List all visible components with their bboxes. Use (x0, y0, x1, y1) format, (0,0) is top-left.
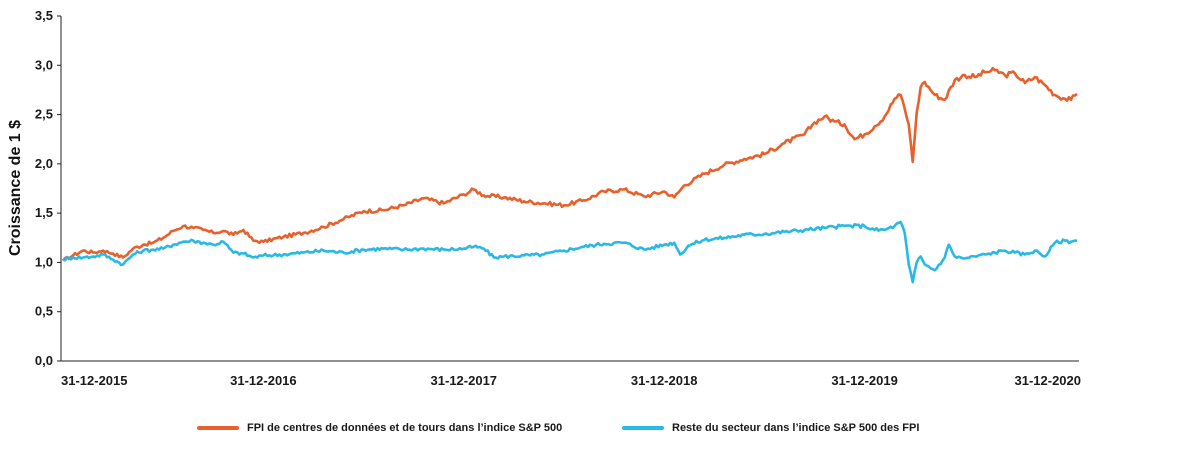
x-tick-label: 31-12-2020 (1015, 373, 1082, 388)
y-tick-label: 3,5 (35, 8, 53, 23)
y-tick-label: 0,0 (35, 353, 53, 368)
legend-swatch-blue (622, 426, 664, 430)
legend-item-data-center-tower-reits: FPI de centres de données et de tours da… (197, 416, 562, 440)
x-tick-label: 31-12-2017 (431, 373, 498, 388)
x-tick-label: 31-12-2015 (61, 373, 128, 388)
y-axis: 0,0 0,5 1,0 1,5 2,0 2,5 3,0 3,5 (35, 8, 61, 368)
y-tick-label: 1,5 (35, 205, 53, 220)
legend-label-rest-of-reit-sector: Reste du secteur dans l’indice S&P 500 d… (672, 422, 920, 434)
y-tick-label: 1,0 (35, 254, 53, 269)
x-tick-label: 31-12-2019 (831, 373, 898, 388)
legend-label-data-center-tower-reits: FPI de centres de données et de tours da… (247, 422, 563, 434)
y-tick-label: 3,0 (35, 57, 53, 72)
series-line-rest-of-reit-sector (62, 220, 1077, 284)
legend-swatch-orange (197, 426, 239, 430)
series-lines (62, 66, 1078, 284)
x-axis: 31-12-2015 31-12-2016 31-12-2017 31-12-2018… (61, 373, 1081, 388)
y-tick-label: 2,0 (35, 156, 53, 171)
x-tick-label: 31-12-2016 (230, 373, 297, 388)
series-line-data-center-tower-reits (62, 66, 1078, 262)
y-tick-label: 0,5 (35, 304, 53, 319)
y-axis-title: Croissance de 1 $ (7, 120, 24, 256)
x-tick-label: 31-12-2018 (631, 373, 698, 388)
legend-item-rest-of-reit-sector: Reste du secteur dans l’indice S&P 500 d… (622, 416, 919, 440)
y-tick-label: 2,5 (35, 107, 53, 122)
legend: FPI de centres de données et de tours da… (0, 416, 1201, 440)
